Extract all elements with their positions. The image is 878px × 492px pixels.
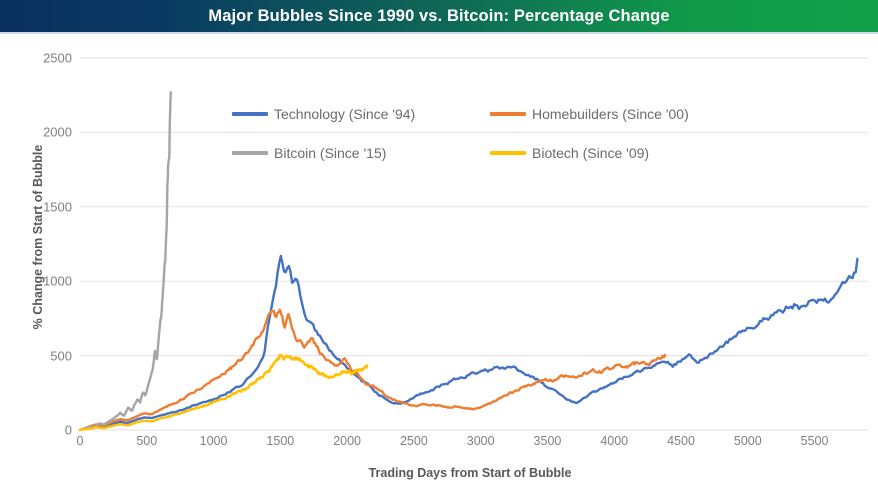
series-line bbox=[78, 308, 667, 432]
series-lines bbox=[78, 91, 859, 432]
gridlines bbox=[80, 57, 868, 431]
x-tick-label: 4000 bbox=[600, 434, 629, 448]
chart-legend: Technology (Since '94) Homebuilders (Sinc… bbox=[232, 94, 722, 172]
legend-label: Homebuilders (Since '00) bbox=[532, 105, 689, 122]
legend-item[interactable]: Biotech (Since '09) bbox=[490, 145, 722, 161]
line-chart-plot bbox=[78, 57, 868, 432]
y-axis-tick-labels: 0 500 1000 1500 2000 2500 bbox=[0, 34, 72, 492]
x-tick-label: 500 bbox=[136, 434, 158, 448]
legend-swatch-icon bbox=[490, 150, 526, 155]
x-tick-label: 1500 bbox=[266, 434, 295, 448]
legend-item[interactable]: Homebuilders (Since '00) bbox=[490, 106, 722, 122]
x-tick-label: 1000 bbox=[199, 434, 228, 448]
chart-title: Major Bubbles Since 1990 vs. Bitcoin: Pe… bbox=[208, 6, 670, 25]
x-tick-label: 2500 bbox=[399, 434, 428, 448]
legend-label: Bitcoin (Since '15) bbox=[274, 144, 387, 161]
legend-label: Biotech (Since '09) bbox=[532, 144, 650, 161]
y-tick-label: 1000 bbox=[43, 273, 72, 289]
x-tick-label: 3000 bbox=[466, 434, 495, 448]
x-axis-title: Trading Days from Start of Bubble bbox=[368, 466, 572, 480]
y-tick-label: 1500 bbox=[43, 199, 72, 215]
x-tick-label: 3500 bbox=[533, 434, 562, 448]
y-tick-label: 2500 bbox=[43, 50, 72, 66]
x-tick-label: 4500 bbox=[667, 434, 695, 448]
legend-swatch-icon bbox=[490, 111, 526, 116]
series-line bbox=[78, 353, 369, 432]
chart-canvas: 0 500 1000 1500 2000 2500 0 500 1000 1500 2000 250… bbox=[0, 34, 878, 492]
series-line bbox=[78, 254, 859, 432]
series-line bbox=[78, 91, 173, 432]
y-tick-label: 0 bbox=[64, 422, 72, 438]
y-tick-label: 500 bbox=[50, 348, 72, 364]
y-axis-title: % Change from Start of Bubble bbox=[31, 144, 45, 330]
x-tick-label: 5000 bbox=[733, 434, 762, 448]
x-tick-label: 5500 bbox=[800, 434, 829, 448]
title-banner: Major Bubbles Since 1990 vs. Bitcoin: Pe… bbox=[0, 0, 878, 32]
legend-item[interactable]: Technology (Since '94) bbox=[232, 106, 490, 122]
y-tick-label: 2000 bbox=[43, 124, 72, 140]
x-tick-label: 2000 bbox=[333, 434, 362, 448]
legend-item[interactable]: Bitcoin (Since '15) bbox=[232, 145, 490, 161]
legend-label: Technology (Since '94) bbox=[274, 105, 416, 122]
title-divider bbox=[0, 32, 878, 34]
legend-swatch-icon bbox=[232, 111, 268, 116]
x-tick-label: 0 bbox=[76, 434, 84, 448]
legend-swatch-icon bbox=[232, 150, 268, 155]
